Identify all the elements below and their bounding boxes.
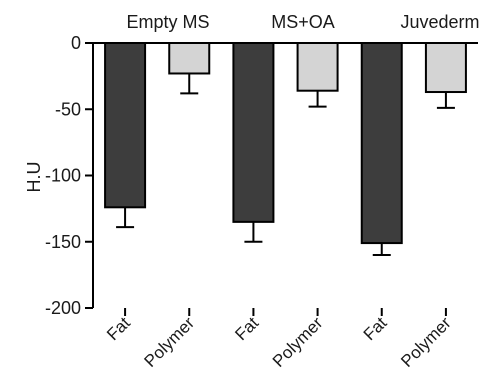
y-tick-label: 0 <box>71 33 81 53</box>
group-label: MS+OA <box>271 12 335 32</box>
group-labels: Empty MS MS+OA Juvederm <box>126 12 479 32</box>
y-tick-label: -150 <box>45 232 81 252</box>
bar-polymer <box>168 42 211 75</box>
y-axis: 0 -50 -100 -150 -200 <box>45 33 94 318</box>
y-tick-label: -200 <box>45 298 81 318</box>
group-label: Juvederm <box>400 12 479 32</box>
x-axis: Fat Polymer Fat Polymer Fat Polymer <box>93 42 478 371</box>
bar-fat <box>104 42 147 209</box>
x-tick-label: Polymer <box>141 313 199 371</box>
x-tick-label: Fat <box>360 313 391 344</box>
x-tick-label: Polymer <box>397 313 455 371</box>
y-axis-title: H.U <box>24 162 44 193</box>
bar-polymer <box>296 42 339 92</box>
y-tick-label: -100 <box>45 166 81 186</box>
bar-fat <box>232 42 275 223</box>
x-tick-label: Fat <box>103 313 134 344</box>
x-tick-label: Fat <box>231 313 262 344</box>
bars <box>104 42 467 256</box>
y-tick-label: -50 <box>55 99 81 119</box>
bar-fat <box>360 42 403 245</box>
x-tick-label: Polymer <box>269 313 327 371</box>
bar-polymer <box>424 42 467 94</box>
group-label: Empty MS <box>126 12 209 32</box>
